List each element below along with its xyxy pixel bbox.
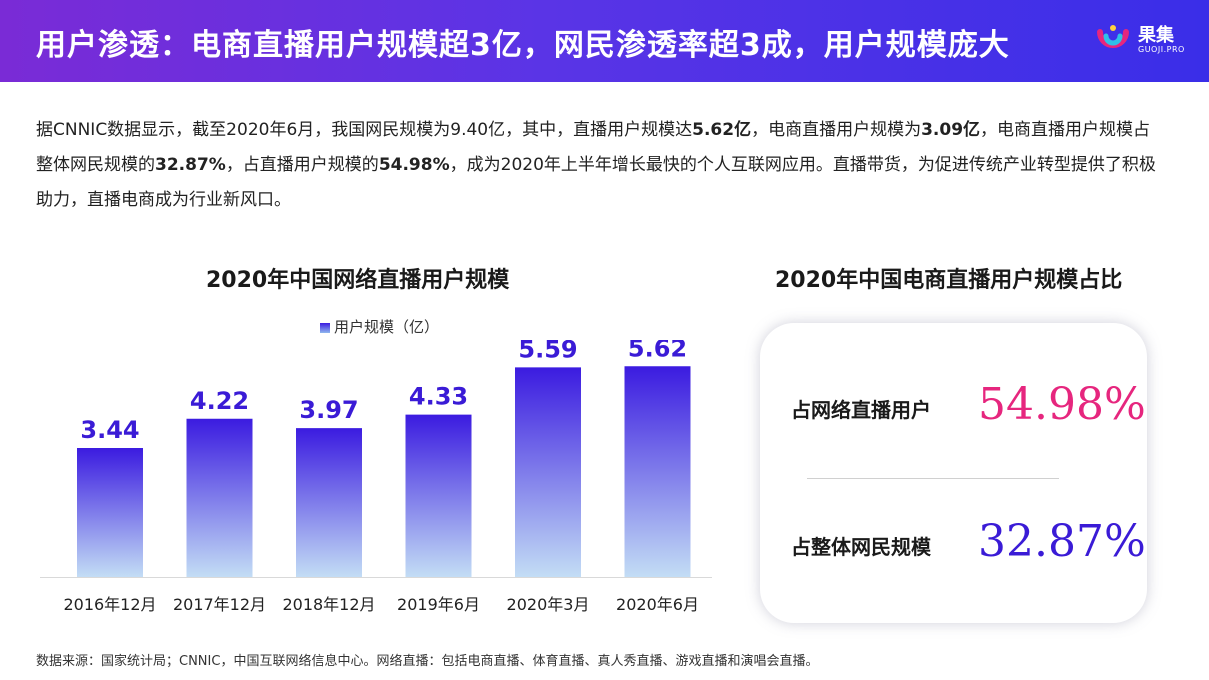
bar-value-label: 4.33 xyxy=(409,383,468,411)
bar-1 xyxy=(186,418,253,577)
bar-5 xyxy=(624,366,691,577)
share-value-netizens: 32.87% xyxy=(978,516,1146,567)
share-chart-title: 2020年中国电商直播用户规模占比 xyxy=(775,268,1123,293)
page-title: 用户渗透：电商直播用户规模超3亿，网民渗透率超3成，用户规模庞大 xyxy=(36,28,1010,63)
bar-chart-title: 2020年中国网络直播用户规模 xyxy=(206,268,510,293)
header-banner: 用户渗透：电商直播用户规模超3亿，网民渗透率超3成，用户规模庞大 果集 GUOJ… xyxy=(0,0,1209,82)
intro-text: ，占直播用户规模的 xyxy=(225,155,379,175)
bar-4 xyxy=(515,367,581,577)
bar-3 xyxy=(405,414,472,577)
intro-highlight: 3.09亿 xyxy=(921,120,981,140)
x-tick-label: 2019年6月 xyxy=(397,595,480,614)
share-card: 占网络直播用户 54.98% 占整体网民规模 32.87% xyxy=(760,323,1147,623)
logo-text: 果集 xyxy=(1138,25,1174,46)
bar-chart: 3.44 2016年12月 4.22 2017年12月 3.97 2018年12月 4.33… xyxy=(40,340,712,614)
logo-mark-icon xyxy=(1097,25,1129,48)
bar-chart-legend: 用户规模（亿） xyxy=(320,316,439,337)
legend-swatch xyxy=(320,322,330,333)
share-label-live: 占网络直播用户 xyxy=(791,398,931,422)
bar-value-label: 5.59 xyxy=(518,340,577,363)
x-tick-label: 2016年12月 xyxy=(63,595,156,614)
bar-2 xyxy=(296,428,362,577)
intro-highlight: 54.98% xyxy=(378,155,450,175)
share-divider xyxy=(807,478,1059,479)
intro-highlight: 32.87% xyxy=(155,155,226,175)
x-tick-label: 2020年3月 xyxy=(507,595,590,614)
share-label-netizens: 占整体网民规模 xyxy=(791,535,931,559)
bar-value-label: 4.22 xyxy=(190,387,249,415)
intro-text: ，成为2020年上半年增长最快的个人互联网应用。直播带货，为促进传统产业转型提供… xyxy=(36,155,1156,210)
legend-label: 用户规模（亿） xyxy=(334,318,440,336)
intro-text: ，电商直播用户规模为 xyxy=(751,120,922,140)
share-value-live: 54.98% xyxy=(978,379,1146,430)
data-source-note: 数据来源：国家统计局；CNNIC，中国互联网络信息中心。网络直播：包括电商直播、… xyxy=(36,654,819,669)
intro-paragraph: 据CNNIC数据显示，截至2020年6月，我国网民规模为9.40亿，其中，直播用… xyxy=(36,113,1166,218)
brand-logo: 果集 GUOJI.PRO xyxy=(1094,20,1186,60)
intro-text: 据CNNIC数据显示，截至2020年6月，我国网民规模为9.40亿，其中，直播用… xyxy=(36,120,693,140)
bar-value-label: 5.62 xyxy=(628,340,687,362)
x-tick-label: 2018年12月 xyxy=(282,595,375,614)
bar-value-label: 3.44 xyxy=(80,416,139,444)
bar-0 xyxy=(77,448,143,577)
intro-highlight: 5.62亿 xyxy=(692,120,752,140)
x-tick-label: 2020年6月 xyxy=(616,595,699,614)
intro-text: ，电商直播用户规模占整体网民规模的 xyxy=(36,120,1151,175)
x-tick-label: 2017年12月 xyxy=(173,595,266,614)
logo-domain: GUOJI.PRO xyxy=(1138,45,1185,54)
bar-value-label: 3.97 xyxy=(299,396,358,424)
